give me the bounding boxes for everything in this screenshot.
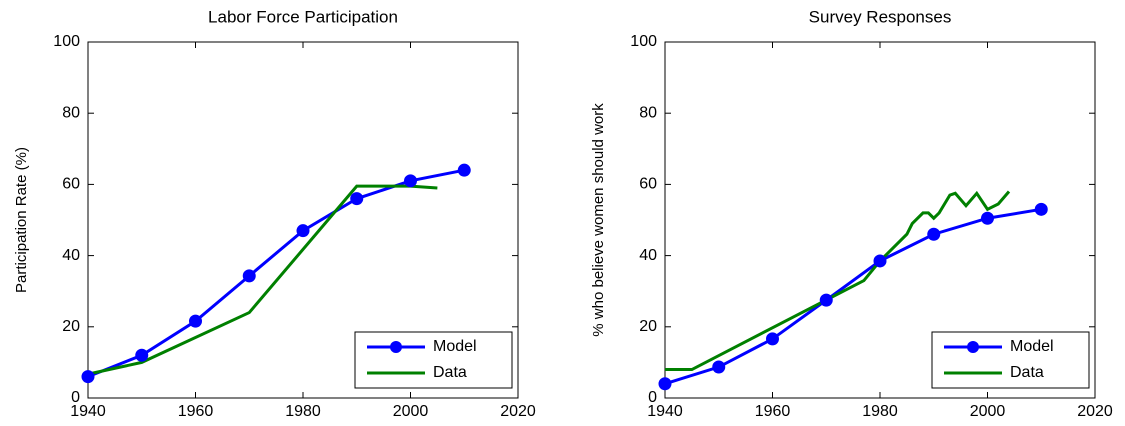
marker	[242, 269, 256, 283]
y-tick-label: 60	[62, 176, 80, 193]
y-tick-label: 40	[639, 247, 657, 264]
x-tick-label: 1940	[70, 403, 106, 420]
x-tick-label: 2000	[970, 403, 1006, 420]
y-tick-label: 20	[639, 318, 657, 335]
marker	[457, 163, 471, 177]
marker	[135, 348, 149, 362]
legend: Model Data	[354, 331, 513, 389]
marker	[819, 293, 833, 307]
legend-label: Model	[1010, 338, 1054, 355]
y-axis-label: Participation Rate (%)	[13, 147, 30, 293]
legend-box	[354, 331, 513, 389]
chart: Labor Force Participation Participation R…	[13, 7, 536, 420]
y-tick-label: 80	[62, 104, 80, 121]
marker	[296, 224, 310, 238]
legend-box	[931, 331, 1090, 389]
marker	[81, 370, 95, 384]
marker	[927, 227, 941, 241]
marker	[350, 192, 364, 206]
y-tick-label: 80	[639, 104, 657, 121]
y-tick-label: 0	[71, 389, 80, 406]
x-tick-label: 1960	[755, 403, 791, 420]
line	[664, 207, 1042, 386]
marker	[873, 254, 887, 268]
x-tick-label: 2020	[1077, 403, 1113, 420]
x-tick-label: 1940	[647, 403, 683, 420]
y-tick-label: 60	[639, 176, 657, 193]
chart: Survey Responses % who believe women shou…	[590, 7, 1113, 420]
x-tick-label: 1980	[285, 403, 321, 420]
legend-marker	[967, 341, 979, 353]
line	[87, 184, 438, 376]
x-tick-label: 2020	[500, 403, 536, 420]
legend-label: Model	[433, 338, 477, 355]
legend-marker	[390, 341, 402, 353]
y-tick-label: 100	[53, 33, 80, 50]
marker	[766, 332, 779, 346]
legend-label: Data	[1010, 364, 1044, 381]
marker	[658, 377, 672, 391]
legend-label: Data	[433, 364, 467, 381]
y-tick-label: 100	[630, 33, 657, 50]
legend: Model Data	[931, 331, 1090, 389]
x-tick-label: 1980	[862, 403, 898, 420]
axes-box	[664, 41, 1096, 399]
y-axis-label: % who believe women should work	[590, 103, 607, 337]
marker	[981, 211, 994, 225]
x-tick-label: 1960	[178, 403, 214, 420]
y-tick-label: 20	[62, 318, 80, 335]
y-tick-label: 40	[62, 247, 80, 264]
marker	[712, 360, 726, 374]
marker	[189, 314, 202, 328]
marker	[404, 174, 417, 188]
y-tick-label: 0	[648, 389, 657, 406]
x-tick-label: 2000	[393, 403, 429, 420]
chart-title: Survey Responses	[809, 7, 952, 26]
line	[87, 168, 465, 379]
marker	[1034, 202, 1048, 216]
axes-box	[87, 41, 519, 399]
chart-title: Labor Force Participation	[208, 7, 398, 26]
